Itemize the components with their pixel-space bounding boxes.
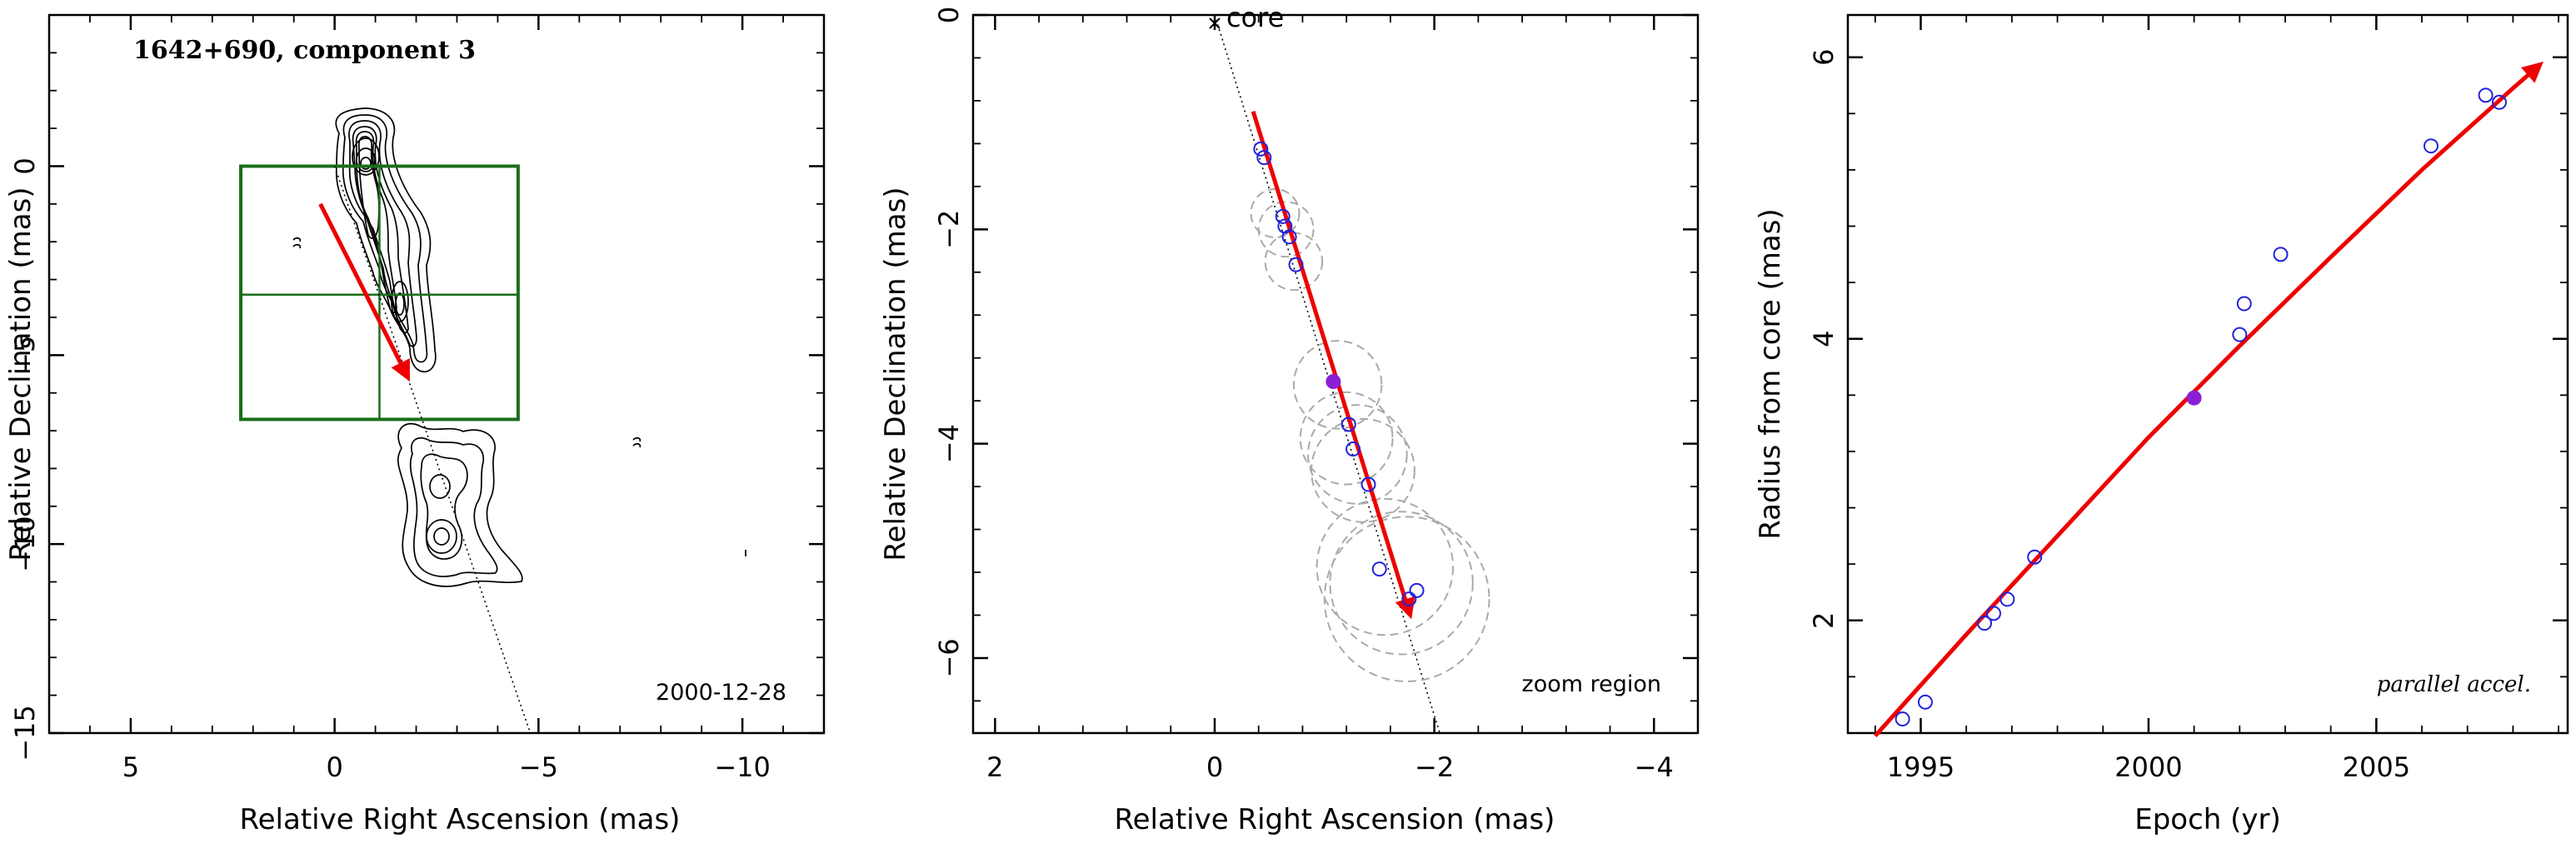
x-tick-label: 5 <box>122 751 139 783</box>
y-tick-label: −2 <box>933 210 965 249</box>
error-circle <box>1257 201 1315 258</box>
contour-south-knot-2 <box>433 527 450 546</box>
contour-blip-left <box>292 237 302 249</box>
open-point <box>1275 208 1290 224</box>
contour-core-2 <box>356 147 376 172</box>
contour-south-knot-1 <box>426 519 457 554</box>
contour-core-3 <box>360 157 372 170</box>
x-tick-label: 2000 <box>2114 751 2182 783</box>
open-point <box>1917 694 1933 710</box>
open-point <box>2273 247 2289 262</box>
y-tick-label: −10 <box>9 516 41 572</box>
contour-south-knot-3 <box>429 474 451 499</box>
panel-2-zoom-annotation: zoom region <box>1522 671 1661 697</box>
x-tick-label: −10 <box>714 751 771 783</box>
x-tick-label: −5 <box>519 751 558 783</box>
open-point <box>1253 141 1269 157</box>
y-tick-label: −5 <box>9 336 41 375</box>
contour-south-2 <box>409 436 498 577</box>
contour-south-3 <box>420 453 468 560</box>
panel-3-accel-annotation: parallel accel. <box>2377 672 2531 697</box>
contour-3 <box>348 120 417 347</box>
panel-3-xlabel: Epoch (yr) <box>2134 803 2281 836</box>
contour-4 <box>352 126 409 334</box>
open-point <box>1360 476 1376 492</box>
contour-knot-2 <box>395 292 405 316</box>
open-point <box>1977 616 1993 631</box>
open-point <box>1985 606 2001 621</box>
open-point <box>1256 150 1272 166</box>
panel-1: 1642+690, component 3 <box>47 13 826 735</box>
y-tick-label: 6 <box>1808 49 1840 66</box>
motion-arrow <box>318 202 410 382</box>
panel-1-xlabel: Relative Right Ascension (mas) <box>240 803 681 836</box>
panel-2-frame <box>971 13 1700 735</box>
panel-1-date-annotation: 2000-12-28 <box>656 680 786 706</box>
open-point <box>2232 327 2248 342</box>
error-circle <box>1299 391 1394 486</box>
panel-3 <box>1846 13 2569 735</box>
contour-south-outer <box>397 422 523 587</box>
x-tick-label: 0 <box>1206 751 1223 783</box>
open-point <box>1409 582 1425 598</box>
open-point <box>1999 591 2015 607</box>
panel-2-xlabel: Relative Right Ascension (mas) <box>1115 803 1555 836</box>
error-circle <box>1250 188 1300 239</box>
open-point <box>1340 417 1356 432</box>
error-circle <box>1323 516 1490 683</box>
core-label: core <box>1226 2 1284 33</box>
contour-core-1 <box>352 137 380 176</box>
filled-point <box>2186 390 2202 406</box>
error-circle <box>1315 497 1455 636</box>
contour-2 <box>342 114 428 363</box>
x-tick-label: −2 <box>1415 751 1454 783</box>
filled-point <box>1325 374 1341 390</box>
panel-1-title: 1642+690, component 3 <box>133 36 476 65</box>
trajectory-line <box>1214 14 1440 734</box>
y-tick-label: −15 <box>9 705 41 761</box>
open-point <box>2423 138 2439 154</box>
y-tick-label: 2 <box>1808 612 1840 629</box>
contour-outer <box>335 107 437 373</box>
contour-blip-right <box>632 436 642 448</box>
y-tick-label: 0 <box>933 7 965 23</box>
y-tick-label: −6 <box>933 638 965 677</box>
y-tick-label: 0 <box>9 157 41 174</box>
x-tick-label: −4 <box>1635 751 1674 783</box>
open-point <box>1895 711 1910 727</box>
motion-arrow <box>1251 111 1415 620</box>
y-tick-label: −4 <box>933 424 965 463</box>
contour-map <box>292 107 746 587</box>
fit-curve <box>1873 61 2544 738</box>
core-marker-b <box>1209 17 1221 29</box>
panel-2-ylabel: Relative Declination (mas) <box>879 187 912 561</box>
trajectory-line <box>333 166 532 734</box>
error-circle <box>1329 511 1474 656</box>
open-point <box>2478 87 2494 103</box>
y-tick-label: 4 <box>1808 331 1840 347</box>
x-tick-label: 2005 <box>2343 751 2410 783</box>
open-point <box>1371 561 1387 577</box>
panel-1-ylabel: Relative Declination (mas) <box>4 187 37 561</box>
open-point <box>2027 549 2043 565</box>
contour-5 <box>355 131 397 314</box>
panel-3-ylabel: Radius from core (mas) <box>1754 208 1787 539</box>
open-point <box>2491 94 2507 110</box>
open-point <box>1281 229 1297 245</box>
open-point <box>1345 441 1361 457</box>
contour-knot-1 <box>391 281 409 322</box>
panel-2 <box>971 13 1700 735</box>
chart-marks: 5 0 −5 −10 0 −5 −10 −15 2 0 −2 −4 0 −2 −4 −6 core 1995 200… <box>9 2 2568 783</box>
error-circle <box>1307 404 1408 505</box>
open-point <box>1401 591 1417 607</box>
x-tick-label: 2 <box>986 751 1003 783</box>
open-point <box>1288 257 1304 272</box>
error-circle <box>1292 340 1383 430</box>
panel-3-frame <box>1846 13 2569 735</box>
x-tick-label: 0 <box>326 751 342 783</box>
panel-1-frame <box>47 13 826 735</box>
open-point <box>2236 296 2252 312</box>
x-tick-label: 1995 <box>1887 751 1954 783</box>
